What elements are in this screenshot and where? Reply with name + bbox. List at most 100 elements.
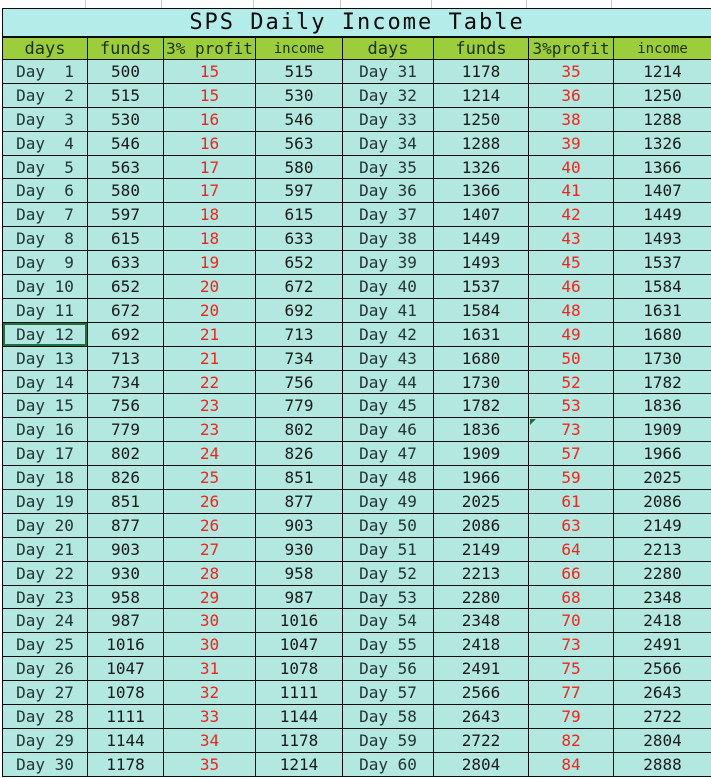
income-cell[interactable]: 615 — [255, 202, 343, 228]
funds-cell[interactable]: 1214 — [433, 82, 529, 108]
profit-cell[interactable]: 43 — [528, 226, 614, 252]
income-cell[interactable]: 2888 — [612, 751, 711, 777]
profit-cell[interactable]: 73 — [528, 632, 614, 658]
profit-cell[interactable]: 41 — [528, 178, 614, 204]
funds-cell[interactable]: 877 — [87, 512, 164, 538]
profit-cell[interactable]: 77 — [528, 680, 614, 706]
profit-cell[interactable]: 16 — [163, 130, 256, 156]
income-cell[interactable]: 1537 — [612, 250, 711, 276]
day-cell[interactable]: Day 21 — [2, 536, 88, 562]
profit-cell[interactable]: 61 — [528, 489, 614, 514]
funds-cell[interactable]: 1111 — [87, 704, 164, 729]
income-cell[interactable]: 734 — [255, 345, 343, 371]
day-cell[interactable]: Day 9 — [2, 250, 88, 276]
income-cell[interactable]: 1909 — [612, 417, 711, 443]
day-cell[interactable]: Day 2 — [2, 82, 88, 108]
funds-cell[interactable]: 1178 — [433, 59, 529, 84]
profit-cell[interactable]: 57 — [528, 441, 614, 467]
profit-cell[interactable]: 49 — [528, 321, 614, 347]
profit-cell[interactable]: 26 — [163, 512, 256, 538]
profit-cell[interactable]: 70 — [528, 608, 614, 634]
day-cell[interactable]: Day 43 — [342, 345, 434, 371]
day-cell[interactable]: Day 26 — [2, 656, 88, 682]
profit-cell[interactable]: 30 — [163, 608, 256, 634]
income-cell[interactable]: 672 — [255, 274, 343, 299]
funds-cell[interactable]: 2149 — [433, 536, 529, 562]
funds-cell[interactable]: 1782 — [433, 393, 529, 419]
profit-cell[interactable]: 21 — [163, 321, 256, 347]
profit-cell[interactable]: 39 — [528, 130, 614, 156]
funds-cell[interactable]: 734 — [87, 369, 164, 395]
profit-cell[interactable]: 19 — [163, 250, 256, 276]
profit-cell[interactable]: 28 — [163, 560, 256, 586]
profit-cell[interactable]: 18 — [163, 202, 256, 228]
profit-cell[interactable]: 64 — [528, 536, 614, 562]
income-cell[interactable]: 652 — [255, 250, 343, 276]
funds-cell[interactable]: 692 — [87, 321, 164, 347]
day-cell[interactable]: Day 14 — [2, 369, 88, 395]
income-cell[interactable]: 756 — [255, 369, 343, 395]
profit-cell[interactable]: 53 — [528, 393, 614, 419]
profit-cell[interactable]: 27 — [163, 536, 256, 562]
day-cell[interactable]: Day 50 — [342, 512, 434, 538]
funds-cell[interactable]: 756 — [87, 393, 164, 419]
income-cell[interactable]: 515 — [255, 59, 343, 84]
income-cell[interactable]: 597 — [255, 178, 343, 204]
day-cell[interactable]: Day 34 — [342, 130, 434, 156]
income-cell[interactable]: 1493 — [612, 226, 711, 252]
funds-cell[interactable]: 930 — [87, 560, 164, 586]
income-cell[interactable]: 546 — [255, 106, 343, 132]
funds-cell[interactable]: 802 — [87, 441, 164, 467]
day-cell[interactable]: Day 20 — [2, 512, 88, 538]
day-cell[interactable]: Day 54 — [342, 608, 434, 634]
day-cell[interactable]: Day 19 — [2, 489, 88, 514]
income-cell[interactable]: 2086 — [612, 489, 711, 514]
profit-cell[interactable]: 15 — [163, 59, 256, 84]
day-cell[interactable]: Day 8 — [2, 226, 88, 252]
funds-cell[interactable]: 615 — [87, 226, 164, 252]
profit-cell[interactable]: 52 — [528, 369, 614, 395]
funds-cell[interactable]: 2280 — [433, 584, 529, 610]
profit-cell[interactable]: 31 — [163, 656, 256, 682]
funds-cell[interactable]: 987 — [87, 608, 164, 634]
funds-cell[interactable]: 2491 — [433, 656, 529, 682]
income-cell[interactable]: 958 — [255, 560, 343, 586]
profit-cell[interactable]: 75 — [528, 656, 614, 682]
day-cell[interactable]: Day 60 — [342, 751, 434, 777]
profit-cell[interactable]: 15 — [163, 82, 256, 108]
day-cell[interactable]: Day 27 — [2, 680, 88, 706]
profit-cell[interactable]: 33 — [163, 704, 256, 729]
income-cell[interactable]: 802 — [255, 417, 343, 443]
day-cell[interactable]: Day 13 — [2, 345, 88, 371]
funds-cell[interactable]: 1730 — [433, 369, 529, 395]
income-cell[interactable]: 1631 — [612, 297, 711, 323]
funds-cell[interactable]: 1178 — [87, 751, 164, 777]
day-cell[interactable]: Day 11 — [2, 297, 88, 323]
funds-cell[interactable]: 2086 — [433, 512, 529, 538]
day-cell[interactable]: Day 31 — [342, 59, 434, 84]
income-cell[interactable]: 851 — [255, 465, 343, 491]
funds-cell[interactable]: 1631 — [433, 321, 529, 347]
day-cell[interactable]: Day 51 — [342, 536, 434, 562]
day-cell[interactable]: Day 37 — [342, 202, 434, 228]
funds-cell[interactable]: 1144 — [87, 727, 164, 753]
day-cell[interactable]: Day 17 — [2, 441, 88, 467]
day-cell[interactable]: Day 16 — [2, 417, 88, 443]
profit-cell[interactable]: 26 — [163, 489, 256, 514]
profit-cell[interactable]: 20 — [163, 274, 256, 299]
funds-cell[interactable]: 1449 — [433, 226, 529, 252]
profit-cell[interactable]: 40 — [528, 154, 614, 180]
profit-cell[interactable]: 68 — [528, 584, 614, 610]
profit-cell[interactable]: 35 — [163, 751, 256, 777]
funds-cell[interactable]: 1047 — [87, 656, 164, 682]
income-cell[interactable]: 563 — [255, 130, 343, 156]
funds-cell[interactable]: 1326 — [433, 154, 529, 180]
funds-cell[interactable]: 1407 — [433, 202, 529, 228]
day-cell[interactable]: Day 30 — [2, 751, 88, 777]
day-cell[interactable]: Day 56 — [342, 656, 434, 682]
profit-cell[interactable]: 30 — [163, 632, 256, 658]
day-cell[interactable]: Day 47 — [342, 441, 434, 467]
day-cell[interactable]: Day 4 — [2, 130, 88, 156]
profit-cell[interactable]: 36 — [528, 82, 614, 108]
income-cell[interactable]: 779 — [255, 393, 343, 419]
